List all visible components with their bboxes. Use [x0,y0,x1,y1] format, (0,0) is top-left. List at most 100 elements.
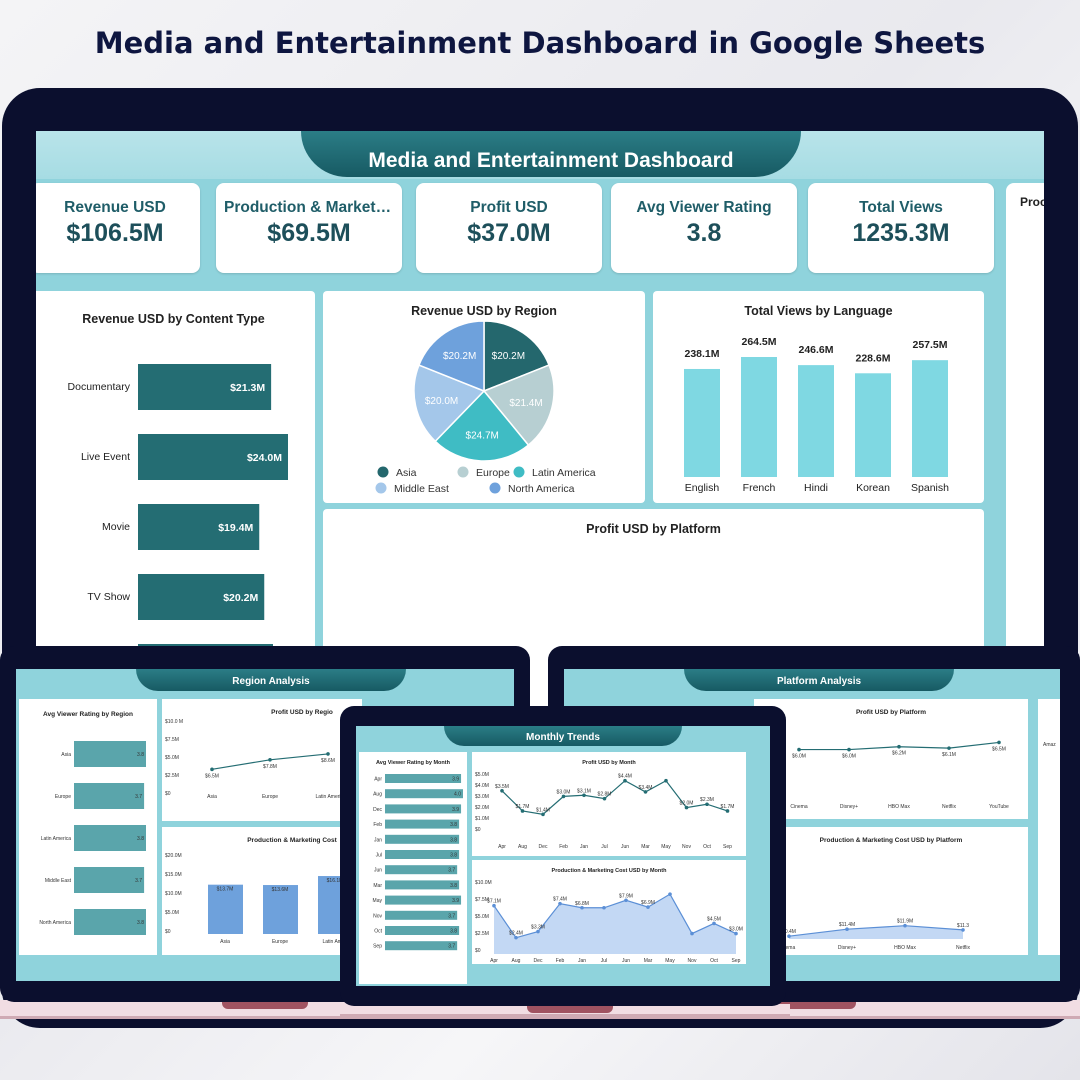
bar-value-label: 257.5M [912,339,947,351]
monthly-banner: Monthly Trends [444,726,682,746]
y-tick-label: $15.0M [165,872,182,878]
data-label: $4.4M [618,774,632,780]
category-label: Dec [539,844,548,850]
slice-label: $20.2M [492,351,525,362]
data-point [903,923,907,928]
y-tick-label: $2.5M [475,931,489,937]
pie-slice [417,320,485,393]
kpi-card-production-marketing[interactable]: Production & Marketing... $69.5M [216,183,402,273]
bar [138,574,265,620]
data-point [520,809,525,813]
region-profit-title: Profit USD by Regio [271,709,333,716]
kpi-card-total-views[interactable]: Total Views 1235.3M [808,183,994,273]
pie-slice [482,364,555,447]
data-point [847,747,851,752]
category-label: Jan [374,837,382,843]
category-label: Sep [732,958,741,964]
bar-value-label: 264.5M [741,336,776,348]
y-tick-label: $5.0M [475,914,489,920]
category-label: Spanish [911,482,949,494]
data-point [558,901,562,906]
category-label: Jan [580,844,588,850]
monthly-rating-panel: Avg Viewer Rating by Month Apr 3.9 Aug 4.0 D… [359,752,467,984]
category-label: Asia [207,794,217,800]
slice-label: $20.0M [425,396,458,407]
bar [385,926,460,935]
right-laptop-notch [770,1000,856,1009]
bar [385,895,462,905]
kpi-card-avg-rating[interactable]: Avg Viewer Rating 3.8 [611,183,797,273]
platform-profit-chart: $6.0M Cinema $6.0M Disney+ $6.2M HBO Max $6.1M… [790,740,1009,810]
legend-marker [513,466,525,478]
data-label: $4.5M [707,916,721,922]
platform-profit-panel: Profit USD by Platform $6.0M Cinema $6.0M D… [754,699,1028,819]
category-label: Europe [55,794,71,800]
kpi-card-revenue[interactable]: Revenue USD $106.5M [36,183,200,273]
bar-value-label: 3.7 [448,944,455,950]
monthly-profit-title: Profit USD by Month [582,760,636,766]
category-label: Asia [220,939,230,945]
bar [385,910,458,920]
bar-value-label: 4.0 [454,792,461,798]
category-label: Nov [373,913,382,919]
bar [74,783,145,809]
data-label: $2.0M [680,801,694,807]
data-point [541,812,545,817]
language-chart-title: Total Views by Language [744,304,893,318]
bar [684,368,720,477]
kpi-card-profit[interactable]: Profit USD $37.0M [416,183,602,273]
region-cost-panel: Production & Marketing Cost $20.0M $15.0M… [162,827,362,955]
data-point [734,931,738,936]
category-label: Oct [703,844,711,850]
bar [74,741,146,767]
y-tick-label: $5.0M [165,755,179,761]
promo-title: Media and Entertainment Dashboard in Goo… [94,26,986,60]
legend-marker [457,466,469,478]
data-point [500,789,504,793]
data-point [561,794,566,799]
bar-value-label: $13.7M [217,887,234,893]
bar-value-label: 3.8 [450,837,457,843]
platform-cost-title: Production & Marketing Cost USD by Platf… [819,837,963,844]
data-point [492,903,496,908]
bar [741,357,777,477]
bar-value-label: 246.6M [798,344,833,356]
category-label: Middle East [45,878,72,884]
category-label: Nov [682,844,691,850]
data-label: $3.1M [577,788,591,794]
data-label: $3.0M [729,927,743,933]
bar-value-label: $16.1M [327,878,344,884]
category-label: Aug [512,958,521,964]
category-label: Dec [373,807,382,813]
category-label: YouTube [989,804,1009,810]
data-label: $6.1M [942,752,956,758]
bar-value-label: 3.9 [452,777,459,783]
category-label: HBO Max [888,804,910,810]
platform-banner: Platform Analysis [684,669,954,691]
category-label: Jul [601,844,607,850]
bar-value-label: 3.8 [450,853,457,859]
data-point [845,927,849,931]
data-label: $6.0M [792,754,806,760]
y-tick-label: $7.5M [475,897,489,903]
region-rating-panel: Avg Viewer Rating by Region Asia 3.8 Europ… [19,699,157,955]
category-label: Cinema [790,804,807,810]
data-point [643,790,648,794]
bar-value-label: 238.1M [684,348,719,360]
data-point [690,931,694,936]
category-label: Jun [622,958,630,964]
data-point [602,796,607,801]
data-label: $6.5M [205,773,219,779]
bar [385,834,460,844]
region-cost-chart: $20.0M $15.0M $10.0M $5.0M $0 $13.7M Asia $13.6… [165,853,353,945]
data-point [705,802,709,807]
bar [385,804,462,814]
slice-label: $24.7M [466,430,499,441]
y-tick-label: $0 [475,948,481,954]
monthly-rating-chart: Apr 3.9 Aug 4.0 Dec 3.9 Feb 3.8 Jan 3.8 Jul 3.8 Jun 3… [373,774,463,951]
monthly-profit-chart: $3.5M Apr $1.7M Aug $1.4M Dec $3.0M Feb $3.1M Jan… [475,772,734,850]
legend-label: North America [508,483,575,495]
series-line [788,925,964,937]
bar [798,365,834,477]
category-label: Documentary [68,381,131,393]
